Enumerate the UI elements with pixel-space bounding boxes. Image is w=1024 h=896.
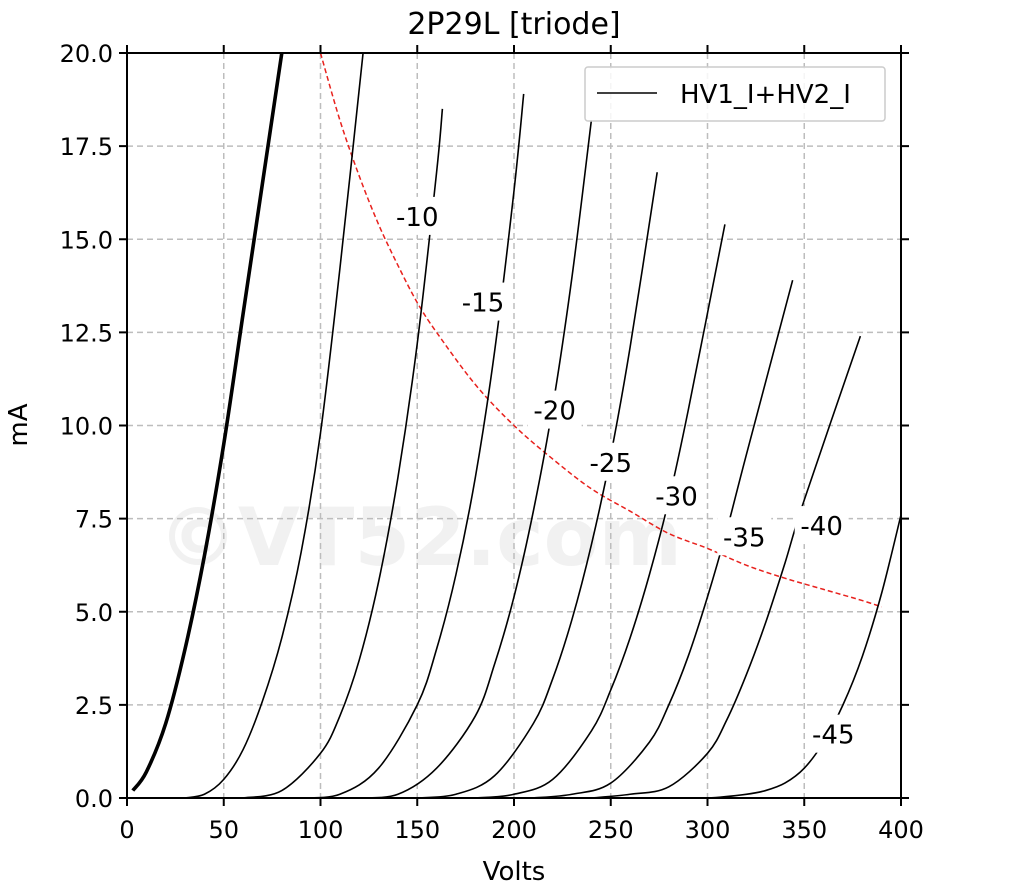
y-tick-label: 5.0 (75, 599, 113, 627)
x-tick-label: 200 (491, 816, 537, 844)
y-tick-label: 7.5 (75, 506, 113, 534)
y-tick-label: 17.5 (60, 133, 113, 161)
curve-label-text: -15 (462, 289, 504, 319)
series-line-neg10 (242, 108, 444, 798)
x-axis-label: Volts (483, 857, 546, 887)
max-dissipation-line (319, 53, 882, 608)
x-tick-label: 250 (588, 816, 634, 844)
series-line-neg25 (417, 172, 658, 798)
series-line-neg20 (359, 119, 593, 798)
curve-label-text: -35 (723, 523, 765, 553)
y-tick-label: 15.0 (60, 226, 113, 254)
curve-label-bg (717, 517, 772, 556)
max-dissipation-curve (319, 53, 882, 608)
curve-label-text: -45 (812, 721, 854, 751)
legend-box (584, 66, 886, 122)
y-axis-label: mA (4, 403, 34, 446)
x-tick-label: 400 (878, 816, 924, 844)
curve-label-text: -25 (590, 449, 632, 479)
curve-label-text: -30 (655, 482, 697, 512)
curve-label-text: -40 (800, 512, 842, 542)
curve-label-bg (649, 476, 704, 515)
series-line-neg35 (533, 280, 794, 798)
legend: HV1_I+HV2_I (584, 66, 886, 122)
y-tick-label: 20.0 (60, 40, 113, 68)
series-line-0 (131, 53, 284, 792)
curve-label: -15 (456, 282, 511, 321)
x-tick-label: 0 (119, 816, 134, 844)
curve-label: -40 (794, 506, 849, 545)
x-tick-label: 50 (208, 816, 239, 844)
x-tick-label: 100 (298, 816, 344, 844)
series-line-neg30 (475, 224, 726, 798)
grid (127, 53, 901, 798)
curve-label-bg (456, 282, 511, 321)
axis-ticks: 0 50 100 150 200 250 300 350 400 0.0 2.5 5.0 7.5 10.0… (60, 40, 924, 844)
series-line-neg40 (591, 335, 862, 798)
y-tick-label: 0.0 (75, 785, 113, 813)
curve-label-bg (806, 714, 861, 753)
series-curves (131, 53, 901, 798)
x-tick-label: 350 (781, 816, 827, 844)
curve-label: -25 (583, 442, 638, 481)
curve-label-text: -20 (533, 397, 575, 427)
curve-label: -20 (527, 390, 582, 429)
curve-label: -10 (390, 196, 445, 235)
curve-label-bg (583, 442, 638, 481)
series-line-neg5 (184, 53, 364, 798)
curve-label-text: -10 (396, 203, 438, 233)
series-line-neg15 (301, 93, 525, 798)
curve-labels: -10 -15 -20 -25 -30 -35 -40 -45 (390, 196, 861, 753)
curve-label-bg (390, 196, 445, 235)
watermark: ©VT52.com (158, 491, 682, 584)
curve-label: -30 (649, 476, 704, 515)
curve-label-bg (794, 506, 849, 545)
y-tick-label: 10.0 (60, 413, 113, 441)
y-tick-label: 12.5 (60, 319, 113, 347)
y-tick-label: 2.5 (75, 692, 113, 720)
legend-entry-label: HV1_I+HV2_I (680, 80, 851, 110)
curve-label: -45 (806, 714, 861, 753)
x-tick-label: 150 (394, 816, 440, 844)
x-tick-label: 300 (685, 816, 731, 844)
curve-label-bg (527, 390, 582, 429)
chart-title: 2P29L [triode] (407, 7, 620, 42)
curve-label: -35 (717, 517, 772, 556)
series-line-neg45 (668, 514, 901, 798)
